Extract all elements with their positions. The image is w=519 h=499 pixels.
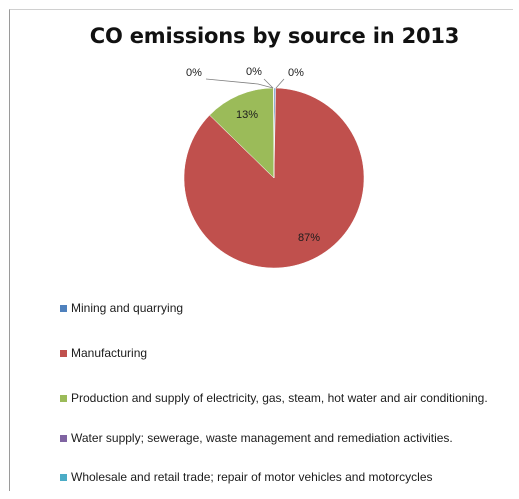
legend-label-2: Manufacturing [71,346,148,360]
chart-title: CO emissions by source in 2013 [89,24,460,48]
pie-slice-3 [209,87,275,179]
legend-swatch-1 [60,305,67,312]
pie-slices [183,87,365,269]
data-label-3: 13% [236,109,258,121]
legend-swatch-3 [60,395,67,402]
data-label-4: 0% [246,66,262,78]
legend-label-5: Wholesale and retail trade; repair of mo… [71,470,433,484]
legend-swatch-4 [60,435,67,442]
data-label-1: 0% [186,67,202,79]
data-label-2: 87% [298,232,320,244]
pie-chart: 0% 87% 13% 0% 0% [183,66,365,269]
legend-label-4: Water supply; sewerage, waste management… [71,431,453,445]
leader-line-4 [263,78,274,89]
leader-line-5 [275,78,285,89]
legend-swatch-2 [60,350,67,357]
leader-line-1 [205,78,274,89]
data-labels: 0% 87% 13% 0% 0% [186,66,320,244]
legend-label-3: Production and supply of electricity, ga… [71,391,488,405]
data-label-5: 0% [288,67,304,79]
leader-lines [205,78,285,89]
legend-label-1: Mining and quarrying [71,301,184,315]
legend-swatch-5 [60,474,67,481]
